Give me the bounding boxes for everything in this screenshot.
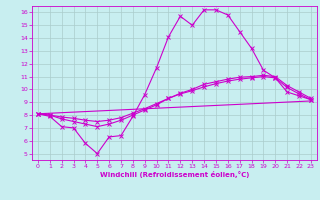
X-axis label: Windchill (Refroidissement éolien,°C): Windchill (Refroidissement éolien,°C): [100, 171, 249, 178]
